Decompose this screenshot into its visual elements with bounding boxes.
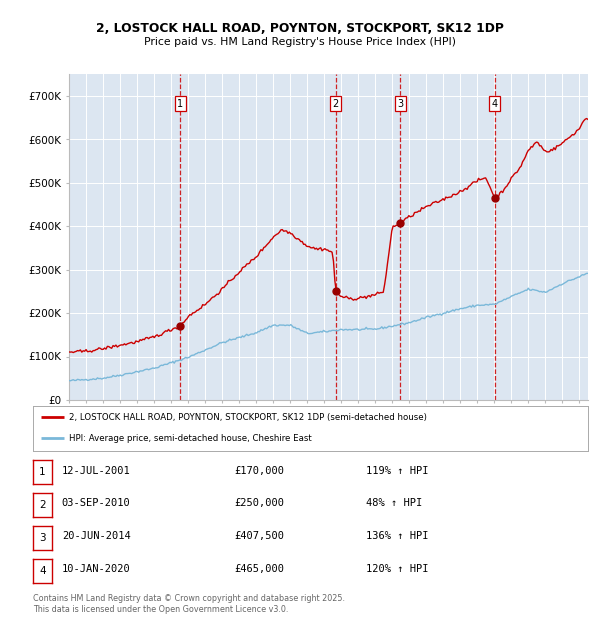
Text: 119% ↑ HPI: 119% ↑ HPI: [366, 466, 428, 476]
Text: Price paid vs. HM Land Registry's House Price Index (HPI): Price paid vs. HM Land Registry's House …: [144, 37, 456, 47]
Text: 2: 2: [39, 500, 46, 510]
Text: 1: 1: [177, 99, 184, 108]
Text: 4: 4: [492, 99, 498, 108]
Text: Contains HM Land Registry data © Crown copyright and database right 2025.
This d: Contains HM Land Registry data © Crown c…: [33, 595, 345, 614]
Text: 2, LOSTOCK HALL ROAD, POYNTON, STOCKPORT, SK12 1DP: 2, LOSTOCK HALL ROAD, POYNTON, STOCKPORT…: [96, 22, 504, 35]
Text: £465,000: £465,000: [234, 564, 284, 574]
Text: £250,000: £250,000: [234, 498, 284, 508]
Text: 12-JUL-2001: 12-JUL-2001: [62, 466, 131, 476]
Text: 20-JUN-2014: 20-JUN-2014: [62, 531, 131, 541]
Text: £170,000: £170,000: [234, 466, 284, 476]
Text: 2, LOSTOCK HALL ROAD, POYNTON, STOCKPORT, SK12 1DP (semi-detached house): 2, LOSTOCK HALL ROAD, POYNTON, STOCKPORT…: [69, 413, 427, 422]
Text: 1: 1: [39, 467, 46, 477]
Text: 10-JAN-2020: 10-JAN-2020: [62, 564, 131, 574]
Text: 3: 3: [39, 533, 46, 543]
Text: 120% ↑ HPI: 120% ↑ HPI: [366, 564, 428, 574]
Text: £407,500: £407,500: [234, 531, 284, 541]
Text: 03-SEP-2010: 03-SEP-2010: [62, 498, 131, 508]
Text: 48% ↑ HPI: 48% ↑ HPI: [366, 498, 422, 508]
Text: 3: 3: [397, 99, 403, 108]
Text: 4: 4: [39, 566, 46, 576]
Text: HPI: Average price, semi-detached house, Cheshire East: HPI: Average price, semi-detached house,…: [69, 434, 312, 443]
Text: 136% ↑ HPI: 136% ↑ HPI: [366, 531, 428, 541]
Text: 2: 2: [332, 99, 339, 108]
